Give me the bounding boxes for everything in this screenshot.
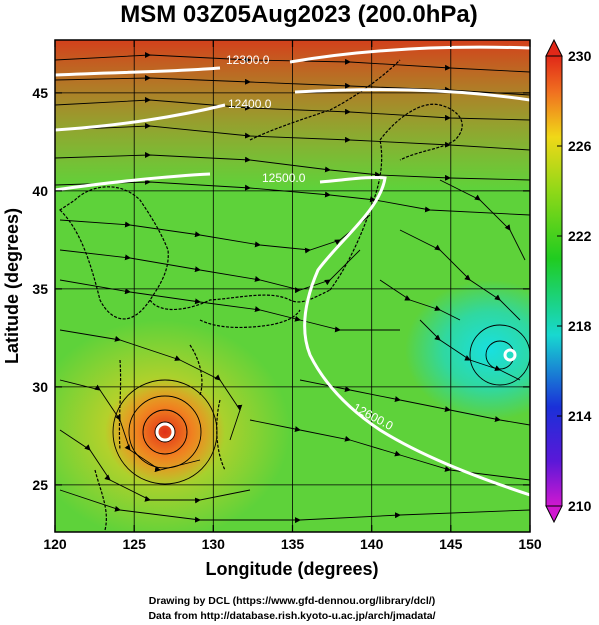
- y-axis-label: Latitude (degrees): [2, 208, 22, 364]
- map-title: MSM 03Z05Aug2023 (200.0hPa): [120, 1, 477, 28]
- x-tick-label: 135: [281, 536, 305, 552]
- contour-label-12300: 12300.0: [226, 53, 270, 67]
- y-tick-label: 35: [32, 281, 48, 297]
- credit-drawing: Drawing by DCL (https://www.gfd-dennou.o…: [149, 595, 435, 607]
- x-tick-label: 130: [202, 536, 226, 552]
- vortex-circulation: [112, 324, 530, 485]
- colorbar-tick-label: 222: [568, 228, 592, 244]
- colorbar-tick-label: 218: [568, 318, 592, 334]
- colorbar-tick-label: 230: [568, 48, 592, 64]
- x-tick-label: 140: [360, 536, 384, 552]
- colorbar-tick-label: 210: [568, 498, 592, 514]
- colorbar-tick-label: 226: [568, 138, 592, 154]
- colorbar: 230 226 222 218 214 210: [545, 38, 592, 524]
- x-axis-label: Longitude (degrees): [205, 559, 378, 579]
- y-tick-marks: [55, 92, 530, 486]
- x-tick-labels: 120 125 130 135 140 145 150: [43, 536, 542, 552]
- warm-core: [105, 377, 225, 487]
- y-tick-label: 40: [32, 183, 48, 199]
- y-tick-labels: 25 30 35 40 45: [32, 85, 48, 493]
- y-tick-label: 25: [32, 477, 48, 493]
- colorbar-min-arrow: [545, 505, 563, 524]
- x-tick-label: 120: [43, 536, 67, 552]
- contour-label-12400: 12400.0: [228, 97, 272, 111]
- x-tick-label: 145: [439, 536, 463, 552]
- height-contours: [55, 45, 530, 497]
- colorbar-max-arrow: [545, 38, 563, 57]
- colorbar-tick-label: 214: [568, 408, 592, 424]
- contour-12500: [55, 172, 211, 192]
- contour-12300: [55, 66, 221, 77]
- contour-12400: [55, 103, 226, 132]
- y-tick-label: 45: [32, 85, 48, 101]
- colorbar-scale: [545, 55, 563, 507]
- contour-12600: [303, 175, 530, 497]
- y-tick-label: 30: [32, 379, 48, 395]
- x-tick-label: 150: [518, 536, 542, 552]
- contour-12400-east: [294, 88, 530, 102]
- contour-label-12500: 12500.0: [262, 171, 306, 185]
- x-tick-marks: [54, 40, 531, 532]
- credit-data: Data from http://database.rish.kyoto-u.a…: [148, 610, 435, 622]
- contour-12300-east: [289, 45, 530, 64]
- plot-area: 12300.0 12400.0 12500.0 12600.0: [55, 40, 530, 532]
- x-tick-label: 125: [123, 536, 147, 552]
